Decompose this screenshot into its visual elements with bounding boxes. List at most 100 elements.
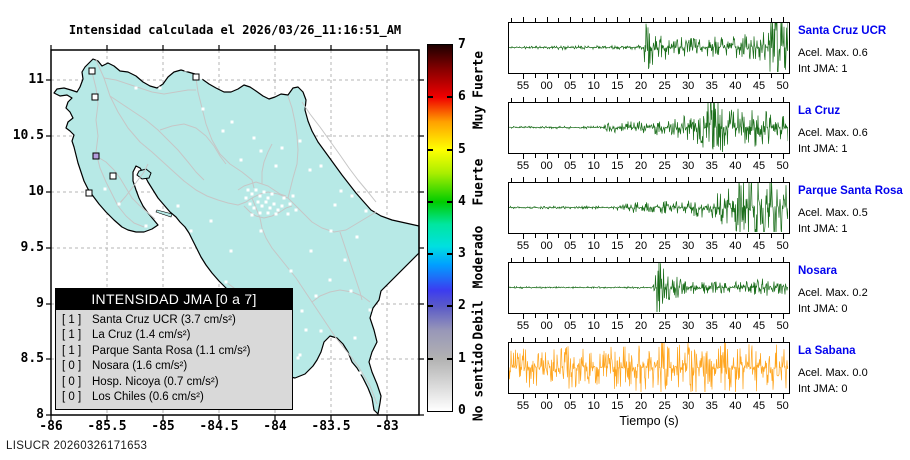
time-tick-minor [629, 338, 631, 342]
time-tick-minor [770, 154, 772, 158]
time-tick-minor [629, 394, 631, 398]
legend-jma-value: [ 0 ] [62, 375, 82, 388]
legend-row-5: [ 0 ] Los Chiles (0.6 cm/s²) [56, 390, 292, 405]
time-tick-label: 20 [634, 80, 648, 92]
time-tick-label: 45 [752, 320, 766, 332]
time-tick-minor [770, 178, 772, 182]
time-tick [523, 337, 524, 342]
time-tick [711, 74, 713, 79]
town-dot [244, 196, 248, 200]
time-tick-minor [700, 314, 701, 318]
colorbar-tick [447, 305, 452, 308]
time-tick-minor [723, 338, 725, 342]
colorbar-tick [428, 200, 433, 203]
road-3 [195, 77, 255, 189]
time-tick-label: 05 [564, 160, 577, 172]
town-dot [259, 229, 263, 233]
town-dot [288, 202, 292, 206]
road-17 [103, 77, 196, 95]
time-tick-minor [582, 394, 583, 398]
time-tick-minor [723, 74, 725, 78]
time-tick [593, 74, 595, 79]
colorbar-level-no-sentido: No sentido [471, 342, 487, 422]
time-tick [759, 97, 760, 102]
time-tick-label: 15 [611, 400, 624, 412]
time-tick [711, 257, 713, 262]
town-dot [246, 188, 250, 192]
road-8 [109, 95, 205, 181]
time-tick [688, 97, 690, 102]
time-tick-minor [558, 338, 560, 342]
lon-tick-label: -83 [375, 419, 399, 434]
time-tick [523, 234, 524, 239]
town-dot [134, 86, 138, 90]
time-tick-label: 00 [540, 80, 553, 92]
colorbar-level-fuerte: Fuerte [471, 158, 487, 206]
time-tick [759, 177, 760, 182]
town-dot [184, 68, 188, 72]
time-tick [711, 234, 713, 239]
time-tick [641, 394, 642, 399]
time-tick-label: 25 [658, 240, 671, 252]
time-tick-label: 55 [516, 80, 530, 92]
time-tick [688, 337, 690, 342]
time-tick [711, 17, 713, 22]
time-tick [546, 17, 548, 22]
time-tick-minor [700, 18, 701, 22]
town-dot [258, 194, 262, 198]
waveform-trace-la-sabana [509, 343, 789, 393]
time-tick-label: 20 [634, 400, 648, 412]
colorbar-tick [447, 148, 452, 151]
time-tick-label: 10 [587, 400, 600, 412]
time-tick-label: 40 [729, 240, 742, 252]
time-tick-label: 00 [540, 160, 553, 172]
time-tick-minor [605, 234, 607, 238]
time-axis-label: Tiempo (s) [619, 414, 679, 428]
time-tick-minor [676, 74, 678, 78]
road-6 [91, 71, 145, 228]
town-dot [319, 329, 323, 333]
time-tick [782, 314, 784, 319]
time-tick-label: 10 [587, 240, 600, 252]
waveform-trace-santa-cruz-ucr [509, 23, 789, 73]
town-dot [250, 213, 254, 217]
station-int-parque-santa-rosa: Int JMA: 1 [798, 223, 848, 235]
time-tick-minor [770, 234, 772, 238]
time-tick [735, 314, 737, 319]
time-tick [546, 337, 548, 342]
town-dot [270, 192, 274, 196]
colorbar-tick [447, 357, 452, 360]
station-int-santa-cruz-ucr: Int JMA: 1 [798, 63, 848, 75]
seismogram-panel-la-cruz [508, 102, 790, 154]
time-tick-minor [605, 338, 607, 342]
road-7 [95, 155, 156, 220]
lon-tick-label: -83.5 [311, 419, 351, 434]
time-tick-minor [652, 178, 654, 182]
time-tick-label: 55 [516, 320, 530, 332]
town-dot [229, 249, 233, 253]
time-tick [641, 314, 642, 319]
time-tick [523, 74, 524, 79]
station-name-la-sabana: La Sabana [798, 345, 856, 357]
time-tick-minor [652, 394, 654, 398]
waveform-trace-nosara [509, 263, 789, 313]
time-tick-minor [605, 18, 607, 22]
time-tick-minor [534, 74, 536, 78]
lon-tick-label: -84 [263, 419, 287, 434]
road-16 [118, 163, 149, 205]
town-dot [144, 224, 148, 228]
time-tick [782, 394, 784, 399]
time-tick-label: 45 [752, 240, 766, 252]
town-dot [298, 353, 302, 357]
legend-jma-value: [ 0 ] [62, 391, 82, 404]
legend-jma-value: [ 1 ] [62, 314, 82, 326]
time-tick [641, 97, 642, 102]
time-tick-minor [723, 98, 725, 102]
town-dot [343, 258, 347, 262]
time-tick-minor [605, 394, 607, 398]
time-tick-minor [629, 314, 631, 318]
time-tick [759, 257, 760, 262]
time-tick [570, 177, 572, 182]
time-tick-label: 35 [705, 400, 718, 412]
